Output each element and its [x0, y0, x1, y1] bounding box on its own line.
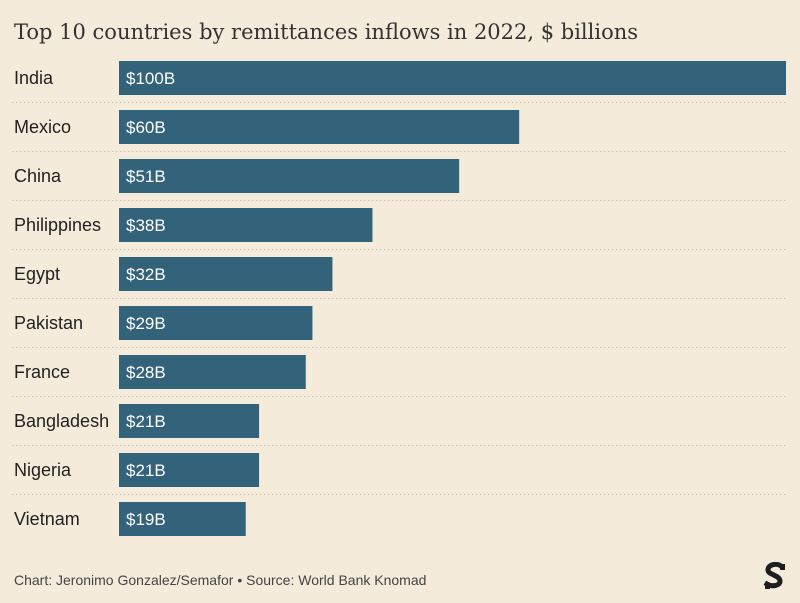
bar [119, 61, 786, 95]
category-label: India [14, 68, 54, 88]
data-label: $32B [126, 265, 166, 284]
category-label: Philippines [14, 215, 101, 235]
category-label: Bangladesh [14, 411, 109, 431]
data-label: $29B [126, 314, 166, 333]
bar [119, 110, 520, 144]
category-label: China [14, 166, 62, 186]
bar [119, 502, 246, 536]
category-label: Pakistan [14, 313, 83, 333]
bar [119, 453, 260, 487]
data-label: $100B [126, 69, 175, 88]
bar-chart: India $100B Mexico $60B China $51B Philippines… [12, 61, 788, 536]
bar [119, 306, 313, 340]
data-label: $21B [126, 461, 166, 480]
data-label: $19B [126, 510, 166, 529]
data-label: $60B [126, 118, 166, 137]
category-label: Mexico [14, 117, 71, 137]
source-credit: Chart: Jeronimo Gonzalez/Semafor • Sourc… [14, 572, 427, 588]
data-label: $38B [126, 216, 166, 235]
bar [119, 404, 260, 438]
bar [119, 355, 306, 389]
category-label: France [14, 362, 70, 382]
bar [119, 159, 460, 193]
data-label: $21B [126, 412, 166, 431]
category-label: Egypt [14, 264, 60, 284]
category-label: Vietnam [14, 509, 80, 529]
data-label: $51B [126, 167, 166, 186]
chart-title: Top 10 countries by remittances inflows … [14, 20, 639, 44]
category-label: Nigeria [14, 460, 72, 480]
data-label: $28B [126, 363, 166, 382]
semafor-logo-icon [763, 562, 785, 589]
bar [119, 208, 373, 242]
bar [119, 257, 333, 291]
